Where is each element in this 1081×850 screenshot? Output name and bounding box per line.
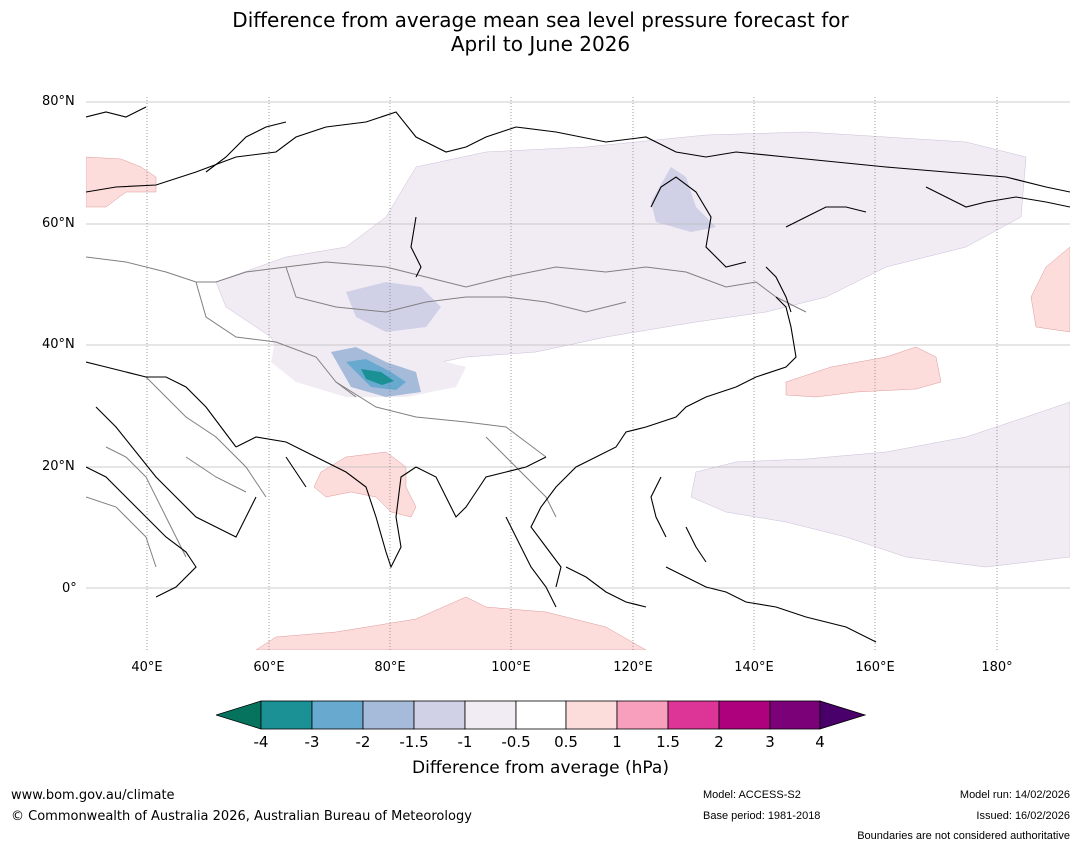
colorbar-bin [362,700,415,730]
anomaly-negative-west-pacific [690,401,1070,568]
anomaly-positive-pacific [785,346,942,398]
website-link[interactable]: www.bom.gov.au/climate [11,788,175,803]
map-panel[interactable] [86,97,1070,650]
chart-title: Difference from average mean sea level p… [0,8,1081,56]
anomaly-positive-indian-ocean [255,596,647,650]
colorbar-bin [718,700,771,730]
colorbar-tick: 3 [765,733,775,751]
lon-label-180: 180° [981,660,1013,675]
colorbar-high-extension [819,700,866,730]
colorbar-bin [260,700,313,730]
colorbar-tick: -1.5 [399,733,429,751]
title-line-2: April to June 2026 [450,32,631,56]
colorbar-tick: 2 [714,733,724,751]
colorbar-tick: -2 [355,733,371,751]
anomaly-positive-east-edge [1030,246,1070,333]
colorbar-bin [667,700,720,730]
anomaly-tibet-core [361,369,394,385]
colorbar-tick: 1.5 [656,733,680,751]
coastlines [86,106,1070,643]
colorbar-bin [464,700,517,730]
lon-label-40e: 40°E [131,660,163,675]
lon-label-100e: 100°E [491,660,531,675]
lon-label-80e: 80°E [374,660,406,675]
copyright-text: © Commonwealth of Australia 2026, Austra… [11,809,472,824]
lon-label-120e: 120°E [613,660,653,675]
lon-label-60e: 60°E [253,660,285,675]
colorbar-tick: 4 [815,733,825,751]
model-run-date: Model run: 14/02/2026 [959,789,1070,801]
colorbar-bin [616,700,669,730]
colorbar-tick: 0.5 [554,733,578,751]
anomaly-negative-mongolia [346,282,441,332]
anomaly-positive-arabian-sea [313,451,417,518]
lat-label-80n: 80°N [42,94,75,109]
colorbar-bin [515,700,567,730]
lon-label-140e: 140°E [734,660,774,675]
colorbar-bin [413,700,466,730]
colorbar-bin [311,700,364,730]
colorbar-tick: -3 [304,733,320,751]
model-name: Model: ACCESS-S2 [703,789,801,801]
colorbar-low-extension [216,700,262,730]
lat-label-60n: 60°N [42,216,75,231]
base-period: Base period: 1981-2018 [703,810,821,822]
colorbar-tick: -0.5 [501,733,531,751]
lon-label-160e: 160°E [855,660,895,675]
country-borders [86,256,807,568]
title-line-1: Difference from average mean sea level p… [232,8,849,32]
boundary-disclaimer: Boundaries are not considered authoritat… [857,830,1070,842]
colorbar-tick: 1 [612,733,622,751]
lat-label-20n: 20°N [42,459,75,474]
colorbar [216,700,866,730]
colorbar-tick: -1 [457,733,473,751]
map-canvas [86,97,1070,650]
colorbar-bin [565,700,618,730]
colorbar-tick: -4 [253,733,269,751]
anomaly-positive-arctic [86,156,157,208]
lat-label-0: 0° [62,581,77,596]
colorbar-title: Difference from average (hPa) [412,758,669,778]
lat-label-40n: 40°N [42,337,75,352]
lon-gridlines [146,97,998,650]
issued-date: Issued: 16/02/2026 [976,810,1070,822]
colorbar-bin [769,700,821,730]
lat-gridlines [86,101,1070,589]
